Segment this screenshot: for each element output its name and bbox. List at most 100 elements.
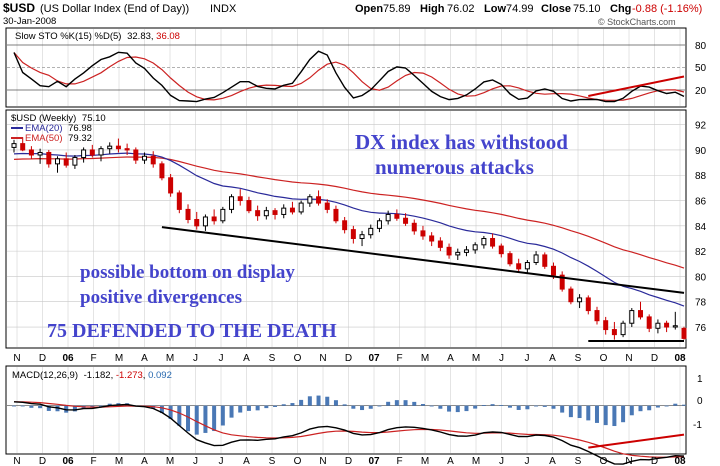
ema50-line <box>13 156 685 269</box>
candle-body <box>133 149 139 161</box>
candle-body <box>37 151 43 156</box>
macd-histogram-bar <box>255 405 260 411</box>
macd-histogram-bar <box>342 404 347 406</box>
ema50-legend-value: 79.32 <box>68 133 92 144</box>
price-panel: $USD (Weekly) 75.10 EMA(20) 76.98 EMA(50… <box>5 109 707 349</box>
x-axis-label: N <box>319 456 326 466</box>
x-axis-label: F <box>90 456 96 466</box>
chart-date: 30-Jan-2008 <box>3 16 56 27</box>
sto-tick-50: 50 <box>695 63 707 74</box>
macd-v3: 0.092 <box>148 370 172 381</box>
macd-v2: -1.273 <box>116 370 143 381</box>
macd-histogram-bar <box>638 405 643 412</box>
macd-histogram-bar <box>612 405 617 427</box>
price-tick-label: 78 <box>695 298 707 309</box>
x-axis-label: 08 <box>674 353 686 364</box>
macd-histogram-bar <box>264 405 269 409</box>
price-tick-label: 84 <box>695 222 707 233</box>
candle-body <box>168 177 174 194</box>
candle-body <box>498 245 504 255</box>
candle-body <box>115 145 121 150</box>
support-trend-line <box>161 226 685 294</box>
macd-histogram-bar <box>560 405 565 413</box>
candle-body <box>211 216 217 222</box>
macd-histogram-bar <box>99 405 104 407</box>
x-axis-label: J <box>525 353 530 364</box>
macd-histogram-bar <box>586 405 591 421</box>
macd-histogram-bar <box>20 405 25 407</box>
x-axis-label: M <box>472 353 480 364</box>
candle-body <box>150 155 156 165</box>
macd-histogram-bar <box>351 405 356 409</box>
ema50-legend: EMA(50) 79.32 <box>25 133 92 144</box>
x-axis-label: 08 <box>674 456 686 466</box>
candle-body <box>263 210 269 217</box>
macd-tick-0: 0 <box>697 396 703 407</box>
chg-value: -0.88 (-1.16%) <box>632 3 702 15</box>
candle-body <box>550 265 556 276</box>
candle-body <box>359 234 365 239</box>
macd-legend: MACD(12,26,9) -1.182, -1.273, 0.092 <box>12 370 172 381</box>
macd-histogram-bar <box>420 403 425 406</box>
x-axis-label: O <box>294 353 302 364</box>
candle-body <box>246 200 252 212</box>
macd-histogram-bar <box>629 405 634 416</box>
x-axis-middle: N D 06 F M A M J J A S O N D 07 F M A M J J A S O N D 08 <box>13 353 686 364</box>
x-axis-label: M <box>166 353 174 364</box>
macd-histogram-bar <box>464 405 469 412</box>
x-axis-label: N <box>13 456 20 466</box>
macd-histogram-bar <box>647 405 652 411</box>
candle-body <box>672 325 678 328</box>
sto-legend-prefix: Slow STO %K(15) %D(5) <box>15 31 121 42</box>
candle-body <box>559 274 565 290</box>
candle-body <box>89 149 95 156</box>
candle-body <box>55 158 61 165</box>
candles <box>11 137 687 340</box>
x-axis-label: 06 <box>62 353 74 364</box>
x-axis-label: M <box>166 456 174 466</box>
x-axis-label: M <box>421 456 429 466</box>
macd-histogram-bar <box>281 404 286 406</box>
x-axis-bottom: N D 06 F M A M J J A S O N D 07 F M A M J J A S O N D 08 <box>13 456 686 466</box>
x-axis-label: D <box>651 456 658 466</box>
chg-label: Chg <box>610 3 631 15</box>
candle-body <box>376 220 382 229</box>
x-axis-label: J <box>193 456 198 466</box>
candle-body <box>664 322 670 328</box>
x-axis-label: S <box>269 456 276 466</box>
x-axis-label: D <box>345 353 352 364</box>
low-value: 74.99 <box>506 3 534 15</box>
high-value: 76.02 <box>447 3 475 15</box>
candle-body <box>429 235 435 242</box>
macd-histogram-bar <box>360 405 365 411</box>
candle-body <box>176 192 182 210</box>
candle-body <box>542 254 548 267</box>
macd-histogram-bar <box>29 405 34 408</box>
chart-symbol: $USD <box>3 1 35 15</box>
macd-histogram-bar <box>229 405 234 418</box>
x-axis-label: M <box>115 353 123 364</box>
x-axis-label: S <box>575 456 582 466</box>
annotation-line3: possible bottom on display <box>80 262 295 283</box>
candle-body <box>307 196 313 204</box>
ema50-legend-label: EMA(50) <box>25 133 62 144</box>
macd-histogram-bar <box>299 399 304 406</box>
candle-body <box>472 244 478 251</box>
x-axis-label: N <box>625 353 632 364</box>
x-axis-label: 07 <box>368 353 380 364</box>
candle-body <box>603 320 609 331</box>
candle-body <box>446 246 452 256</box>
candle-body <box>316 196 322 204</box>
candle-body <box>194 219 200 227</box>
sto-panel: Slow STO %K(15) %D(5) 32.83, 36.08 80 50… <box>5 27 707 108</box>
macd-histogram-bar <box>168 405 173 419</box>
macd-histogram-bar <box>377 405 382 407</box>
candle-body <box>81 149 87 159</box>
x-axis-label: A <box>141 353 148 364</box>
candle-body <box>516 263 522 270</box>
macd-histogram-bar <box>273 405 278 407</box>
macd-histogram-bar <box>177 405 182 426</box>
price-tick-label: 88 <box>695 171 707 182</box>
macd-histogram-bar <box>290 403 295 406</box>
price-legend-value: 75.10 <box>82 113 106 124</box>
